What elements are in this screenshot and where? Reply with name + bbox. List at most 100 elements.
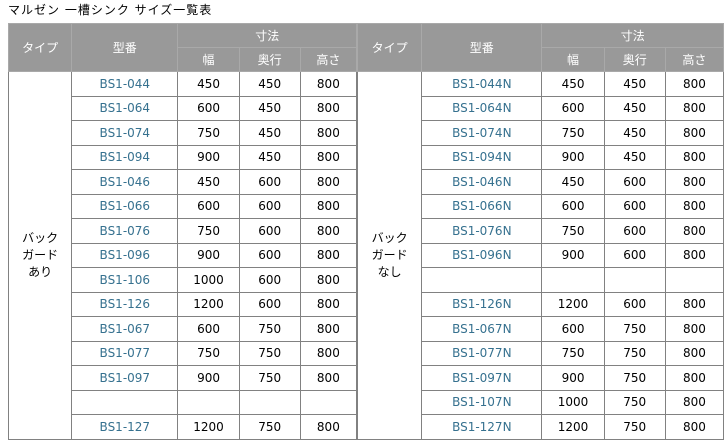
height-value-cell: 800 — [299, 218, 358, 244]
model-link[interactable]: BS1-094N — [452, 150, 512, 165]
model-link[interactable]: BS1-127N — [452, 419, 512, 434]
width-value-cell: 1200 — [177, 291, 240, 317]
model-cell: BS1-127 — [71, 414, 179, 440]
depth-value-cell: 750 — [238, 414, 301, 440]
model-link[interactable]: BS1-096 — [99, 248, 151, 263]
depth-value-cell: 600 — [238, 169, 301, 195]
width-value-cell: 1200 — [177, 414, 240, 440]
model-link[interactable]: BS1-046 — [99, 174, 151, 189]
model-link[interactable]: BS1-067 — [99, 321, 151, 336]
width-value-cell: 600 — [177, 95, 240, 121]
width-value-cell: 750 — [177, 340, 240, 366]
depth-value-cell: 450 — [603, 95, 666, 121]
depth-value-cell: 750 — [603, 316, 666, 342]
model-link[interactable]: BS1-074N — [452, 125, 512, 140]
model-link[interactable]: BS1-044 — [99, 76, 151, 91]
height-value-cell: 800 — [299, 242, 358, 268]
height-value-cell: 800 — [664, 365, 725, 391]
table-row: BS1-046 450 600 800 — [9, 169, 358, 195]
model-link[interactable]: BS1-066 — [99, 199, 151, 214]
model-cell: BS1-064N — [421, 95, 543, 121]
table-row: BS1-046N 450 600 800 — [358, 169, 725, 195]
height-value-cell: 800 — [299, 267, 358, 293]
model-link[interactable]: BS1-046N — [452, 174, 512, 189]
height-value-cell: 800 — [664, 95, 725, 121]
model-link[interactable]: BS1-076 — [99, 223, 151, 238]
width-value-cell: 600 — [541, 95, 605, 121]
table-row: BS1-107N 1000 750 800 — [358, 389, 725, 415]
table-row — [9, 389, 358, 415]
page-title: マルゼン 一槽シンク サイズ一覧表 — [8, 3, 213, 17]
depth-value-cell: 450 — [603, 71, 666, 97]
model-link[interactable]: BS1-107N — [452, 395, 512, 410]
table-row: BS1-127 1200 750 800 — [9, 414, 358, 440]
model-cell: BS1-076 — [71, 218, 179, 244]
model-link[interactable]: BS1-126N — [452, 297, 512, 312]
depth-value-cell: 750 — [603, 365, 666, 391]
model-link[interactable]: BS1-064 — [99, 101, 151, 116]
model-cell: BS1-044N — [421, 71, 543, 97]
depth-value-cell: 450 — [238, 120, 301, 146]
header-type: タイプ — [356, 23, 423, 72]
table-row: BS1-076 750 600 800 — [9, 218, 358, 244]
model-link[interactable]: BS1-097 — [99, 370, 151, 385]
width-value-cell: 900 — [541, 144, 605, 170]
model-link[interactable]: BS1-074 — [99, 125, 151, 140]
depth-value-cell: 600 — [238, 218, 301, 244]
model-cell: BS1-074N — [421, 120, 543, 146]
depth-value-cell: 600 — [603, 242, 666, 268]
table-row: BS1-067N 600 750 800 — [358, 316, 725, 342]
model-link[interactable]: BS1-076N — [452, 223, 512, 238]
header-width: 幅 — [177, 47, 240, 72]
model-link[interactable]: BS1-077N — [452, 346, 512, 361]
model-link[interactable]: BS1-077 — [99, 346, 151, 361]
depth-value-cell: 600 — [603, 218, 666, 244]
table-row: BS1-064 600 450 800 — [9, 95, 358, 121]
model-cell: BS1-046 — [71, 169, 179, 195]
depth-value-cell: 600 — [603, 291, 666, 317]
depth-value-cell: 600 — [603, 193, 666, 219]
width-value-cell: 600 — [177, 316, 240, 342]
model-link[interactable]: BS1-097N — [452, 370, 512, 385]
width-value-cell: 450 — [177, 71, 240, 97]
model-cell: BS1-066N — [421, 193, 543, 219]
depth-value-cell: 750 — [603, 340, 666, 366]
table-row: BS1-077N 750 750 800 — [358, 340, 725, 366]
model-cell: BS1-067 — [71, 316, 179, 342]
model-link[interactable]: BS1-067N — [452, 321, 512, 336]
width-value-cell: 1200 — [541, 291, 605, 317]
height-value-cell: 800 — [664, 71, 725, 97]
model-link[interactable]: BS1-066N — [452, 199, 512, 214]
model-cell: BS1-074 — [71, 120, 179, 146]
height-value-cell: 800 — [664, 120, 725, 146]
model-cell: BS1-044 — [71, 71, 179, 97]
model-link[interactable]: BS1-044N — [452, 76, 512, 91]
model-link[interactable]: BS1-094 — [99, 150, 151, 165]
width-value-cell: 1000 — [177, 267, 240, 293]
width-value-cell: 900 — [541, 365, 605, 391]
depth-value-cell: 600 — [603, 169, 666, 195]
model-link[interactable]: BS1-127 — [99, 419, 151, 434]
type-cell: バック ガード あり — [7, 71, 73, 440]
table-row: BS1-064N 600 450 800 — [358, 95, 725, 121]
table-row: BS1-127N 1200 750 800 — [358, 414, 725, 440]
width-value-cell — [541, 267, 605, 293]
height-value-cell: 800 — [299, 193, 358, 219]
model-link[interactable]: BS1-126 — [99, 297, 151, 312]
width-value-cell: 900 — [177, 144, 240, 170]
header-type: タイプ — [7, 23, 73, 72]
table-header: タイプ 型番 寸法 幅 奥行 高さ — [356, 23, 725, 72]
model-link[interactable]: BS1-096N — [452, 248, 512, 263]
depth-value-cell: 750 — [238, 316, 301, 342]
model-link[interactable]: BS1-106 — [99, 272, 151, 287]
width-value-cell: 900 — [541, 242, 605, 268]
model-cell: BS1-096 — [71, 242, 179, 268]
height-value-cell: 800 — [664, 218, 725, 244]
depth-value-cell: 750 — [603, 389, 666, 415]
height-value-cell: 800 — [299, 365, 358, 391]
width-value-cell: 450 — [541, 169, 605, 195]
table-row: BS1-126N 1200 600 800 — [358, 291, 725, 317]
header-dimensions: 寸法 — [177, 23, 357, 48]
model-link[interactable]: BS1-064N — [452, 101, 512, 116]
